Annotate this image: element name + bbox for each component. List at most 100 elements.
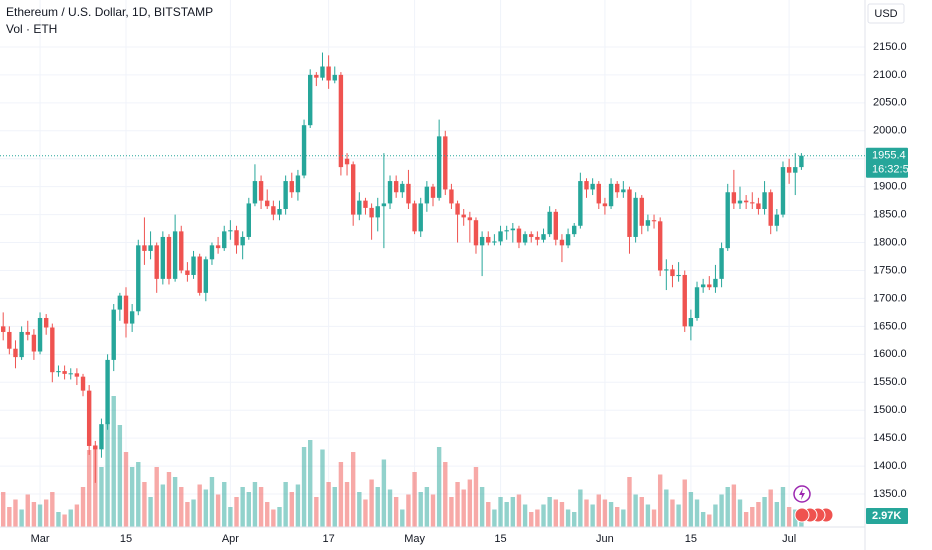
y-tick-label: 2050.0 [873, 97, 907, 109]
volume-bar [430, 494, 436, 527]
y-tick-label: 1900.0 [873, 181, 907, 193]
chart-title: Ethereum / U.S. Dollar, 1D, BITSTAMP [6, 5, 213, 19]
candle-body [320, 66, 325, 78]
volume-bar [215, 494, 221, 527]
volume-bar [74, 504, 80, 527]
volume-bar [443, 462, 448, 527]
candle-body [479, 236, 485, 246]
volume-bar [117, 425, 123, 527]
candle-body [338, 74, 344, 168]
volume-bar [768, 489, 773, 527]
candle-body [492, 241, 497, 243]
volume-bar [473, 467, 479, 527]
candle-body [694, 287, 700, 318]
candle-body [68, 373, 73, 375]
volume-bar [657, 474, 663, 527]
x-tick-label: Mar [31, 533, 50, 545]
volume-bar [240, 487, 245, 527]
candle-body [768, 192, 773, 226]
y-tick-label: 1750.0 [873, 264, 907, 276]
candle-body [179, 231, 184, 271]
candle-body [160, 236, 166, 279]
candle-body [725, 192, 730, 249]
volume-bar [209, 477, 215, 527]
candle-body [222, 231, 227, 249]
volume-bar [166, 472, 172, 527]
candle-body [670, 269, 675, 277]
volume-bar [129, 467, 135, 527]
volume-bar [62, 514, 67, 527]
candle-body [357, 200, 362, 215]
candle-body [774, 214, 780, 226]
candle-body [344, 158, 350, 165]
currency[interactable]: USD [874, 8, 897, 20]
volume-bar [31, 502, 37, 527]
candle-body [148, 245, 153, 251]
volume-bar [743, 512, 749, 527]
volume-bar [479, 487, 485, 527]
volume-bar [615, 507, 620, 527]
volume-legend: Vol · ETH [6, 22, 57, 36]
candle-body [381, 203, 387, 207]
volume-bar [418, 492, 423, 527]
candle-body [369, 207, 374, 218]
volume-bar [43, 499, 49, 527]
volume-bar [338, 462, 344, 527]
volume-bar [406, 494, 411, 527]
candle-body [621, 189, 626, 193]
candle-body [793, 167, 798, 173]
candle-body [578, 181, 583, 226]
candle-body [252, 181, 258, 204]
volume-bar [627, 477, 632, 527]
candle-body [166, 236, 172, 279]
volume-bar [252, 482, 258, 527]
volume-bar [13, 499, 18, 527]
candle-body [62, 371, 67, 374]
candle-body [203, 259, 209, 293]
volume-bar [455, 482, 460, 527]
candle-body [682, 274, 687, 327]
candle-body [142, 245, 147, 251]
candle-body [283, 181, 288, 210]
candle-body [129, 311, 135, 324]
volume-bar [572, 512, 577, 527]
volume-bar [590, 504, 595, 527]
volume-bar [731, 484, 737, 527]
volume-bar [578, 489, 583, 527]
y-tick-label: 2000.0 [873, 125, 907, 137]
volume-bar [381, 459, 387, 527]
volume-bar [68, 509, 73, 527]
volume-bar [363, 499, 368, 527]
candle-body [688, 317, 694, 327]
candle-body [657, 221, 663, 271]
volume-bar [762, 497, 767, 527]
volume-bar [608, 502, 614, 527]
event-flag[interactable] [794, 507, 810, 523]
candle-body [1, 326, 6, 332]
candle-body [123, 295, 129, 324]
volume-bar [639, 497, 644, 527]
candle-body [522, 234, 528, 243]
volume-bar [486, 502, 491, 527]
volume-bar [596, 494, 601, 527]
candle-body [455, 203, 460, 215]
volume-bar [535, 509, 540, 527]
volume-bar [172, 477, 178, 527]
volume-bar [99, 467, 104, 527]
volume-bar [467, 479, 473, 527]
volume-bar [50, 492, 55, 527]
candle-body [314, 74, 319, 78]
candle-body [7, 331, 12, 349]
volume-bar [682, 479, 687, 527]
candle-body [553, 211, 558, 240]
volume-bar [633, 494, 638, 527]
currency-box[interactable] [867, 3, 905, 24]
candle-body [529, 234, 534, 237]
candle-body [387, 181, 393, 204]
candle-body [240, 236, 245, 246]
candle-body [700, 284, 706, 288]
candle-body [731, 192, 737, 204]
volume-pane [1, 396, 804, 527]
candle-body [105, 359, 110, 425]
candle-body [584, 181, 589, 190]
